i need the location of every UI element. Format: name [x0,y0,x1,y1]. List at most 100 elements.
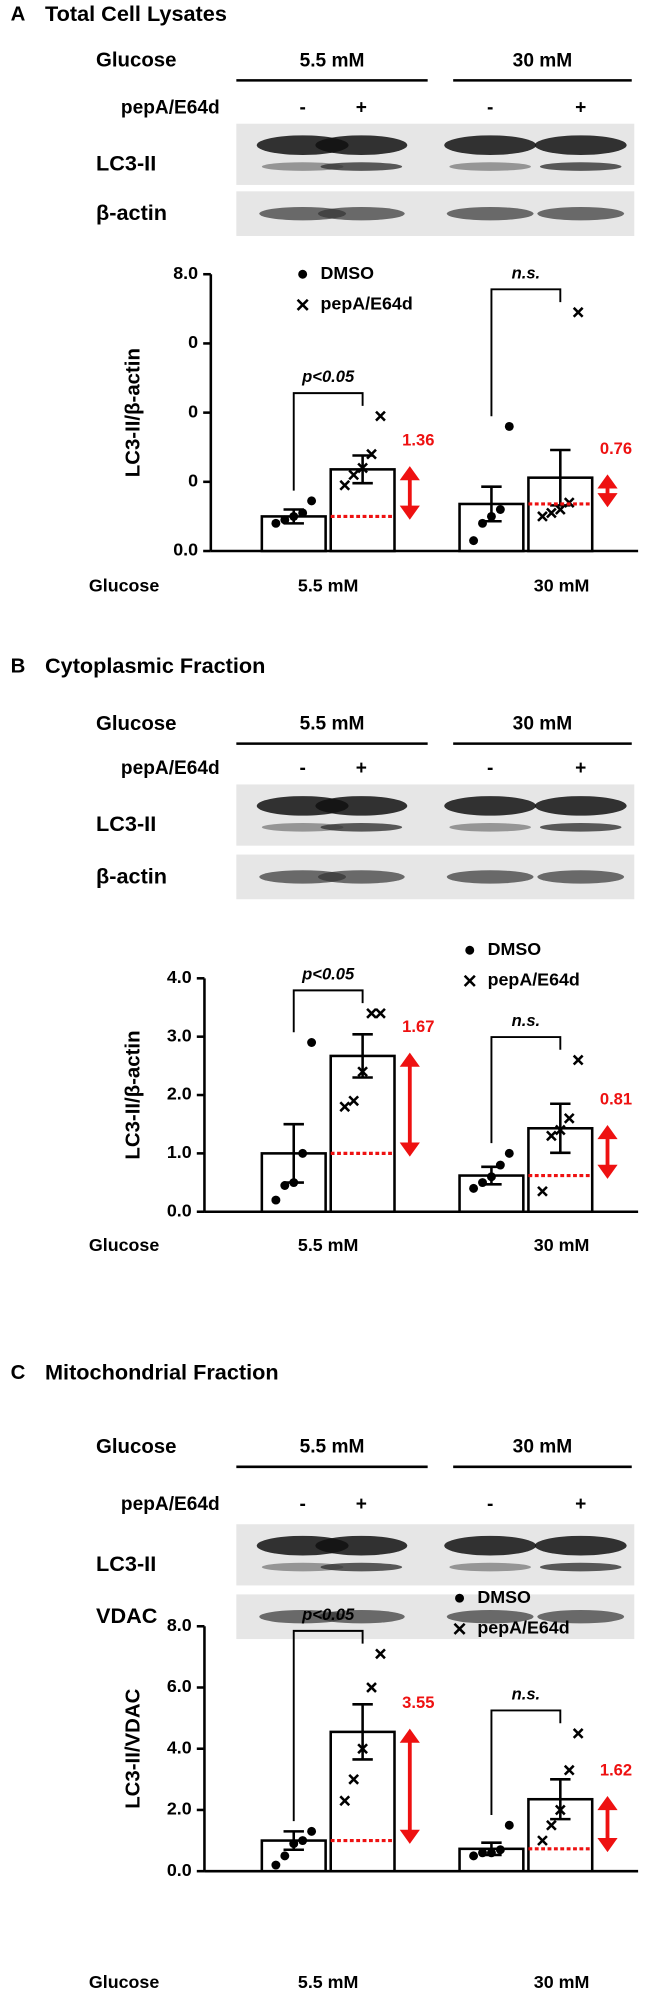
blot-band [534,1535,627,1556]
blot-band [449,1562,531,1572]
treatment-sign: - [487,758,493,779]
x-tick-label: 5.5 mM [298,1235,359,1255]
x-axis-label: Glucose [89,1972,159,1992]
data-point [289,1839,299,1849]
y-tick-label: 0 [188,401,198,421]
treatment-sign: + [575,97,586,118]
treatment-label: pepA/E64d [121,1494,220,1515]
blot-band [539,1562,622,1572]
x-tick-label: 30 mM [534,1972,590,1992]
y-axis-label: LC3-II/β-actin [123,348,145,477]
band-label: LC3-II [96,811,156,836]
x-tick-label: 5.5 mM [298,1972,359,1992]
y-tick-label: 8.0 [167,1615,192,1635]
legend-cross [453,1622,466,1635]
significance-label: n.s. [512,1685,541,1704]
data-point [289,1178,299,1188]
fold-arrow [597,1124,618,1179]
data-point [271,518,281,528]
blot-band [539,823,622,832]
treatment-sign: - [487,1494,493,1515]
data-point [478,518,487,528]
error-bar [550,1778,571,1821]
fold-label: 0.76 [600,439,632,458]
data-point [495,1845,505,1855]
data-point [348,1773,360,1785]
significance-bracket [292,392,364,491]
blot-band [446,1610,534,1624]
blot-band [320,162,403,171]
blot-condition: 30 mM [513,50,573,71]
treatment-sign: + [356,1494,367,1515]
x-axis-label: Glucose [89,575,159,595]
bar [329,1054,396,1214]
band-label: LC3-II [96,1551,156,1576]
fold-arrow [399,1728,420,1844]
y-tick-label: 4.0 [167,967,192,987]
blot-band [320,823,403,832]
y-tick-label: 6.0 [167,1676,192,1696]
fold-arrow [399,1052,420,1157]
legend-cross [296,298,309,311]
bar [527,1127,594,1214]
data-point [280,1851,290,1861]
data-point [537,511,548,522]
data-point [298,1148,308,1158]
blot-header-label: Glucose [96,713,176,735]
data-point [469,536,479,546]
blot-band [446,206,534,221]
blot-band [537,206,625,221]
data-point [366,1007,377,1019]
treatment-sign: + [356,758,367,779]
legend-label: pepA/E64d [477,1618,569,1638]
data-point [495,1160,505,1170]
data-point [375,1648,386,1660]
significance-label: n.s. [512,263,541,282]
data-point [546,507,557,519]
data-point [478,1848,487,1858]
blot-header-label: Glucose [96,50,176,72]
panel-title: Mitochondrial Fraction [45,1359,279,1384]
panel-title: Cytoplasmic Fraction [45,653,265,678]
data-point [469,1851,479,1861]
data-point [554,1804,566,1816]
data-point [486,511,496,521]
legend-cross [463,974,476,987]
fold-arrow [597,1795,618,1853]
legend-label: DMSO [488,939,542,959]
blot-band [317,1610,405,1624]
fold-arrow [399,466,420,520]
y-tick-label: 4.0 [167,1737,192,1757]
data-point [339,1795,351,1807]
y-tick-label: 0.0 [167,1200,192,1220]
data-point [339,1101,351,1113]
blot-band [444,135,537,155]
data-point [289,511,299,521]
y-axis-label: LC3-II/VDAC [123,1688,145,1808]
treatment-sign: + [575,758,586,779]
fold-arrow [597,474,618,508]
data-point [537,1835,548,1846]
significance-bracket [292,1629,364,1822]
panel-letter: B [11,655,26,677]
significance-bracket [292,989,364,1033]
blot-band [261,162,344,171]
blot-band [317,206,405,221]
blot-band [261,823,344,832]
significance-label: p<0.05 [301,1605,355,1624]
fold-label: 3.55 [402,1693,434,1712]
blot-condition: 30 mM [513,1437,573,1458]
blot-band [449,162,531,171]
treatment-label: pepA/E64d [121,97,220,118]
band-label: LC3-II [96,150,156,175]
blot-band [315,1535,408,1556]
treatment-sign: - [299,1494,305,1515]
data-point [563,1764,575,1776]
fold-label: 0.81 [600,1090,632,1109]
y-tick-label: 3.0 [167,1025,192,1045]
band-label: β-actin [96,200,167,225]
blot-band [315,135,408,155]
blot-band [261,1562,344,1572]
treatment-sign: - [299,758,305,779]
data-point [307,1826,317,1836]
